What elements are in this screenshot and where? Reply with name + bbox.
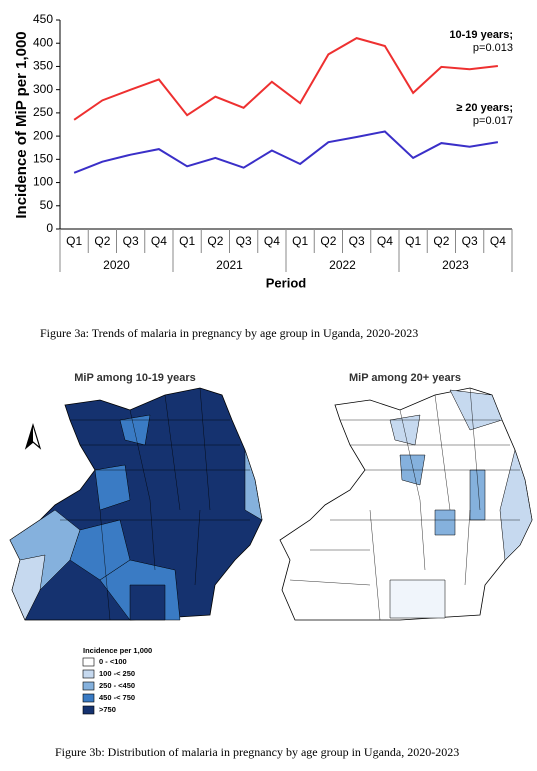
legend-swatch <box>82 693 95 703</box>
x-tick-label: Q1 <box>292 234 308 248</box>
y-axis-label: Incidence of MiP per 1,000 <box>13 31 30 218</box>
series-line <box>73 130 499 174</box>
x-tick-label: Q1 <box>179 234 195 248</box>
y-tick-label: 350 <box>33 59 53 73</box>
legend-swatch <box>82 681 95 691</box>
legend-label: 450 -< 750 <box>99 693 135 702</box>
x-axis-label: Period <box>266 275 307 290</box>
x-tick-label: Q3 <box>123 234 139 248</box>
caption: Figure 3a: Trends of malaria in pregnanc… <box>40 326 419 340</box>
legend-label: 100 -< 250 <box>99 669 135 678</box>
annotation: 10-19 years; p=0.013 <box>443 29 513 55</box>
legend-swatch <box>82 657 95 667</box>
series-label: ≥ 20 years; <box>456 102 513 114</box>
y-tick-label: 0 <box>46 221 53 235</box>
series-label: 10-19 years; <box>449 29 513 41</box>
caption: Figure 3b: Distribution of malaria in pr… <box>55 745 460 759</box>
maps: MiP among 10-19 years MiP among 20+ year… <box>9 372 533 715</box>
y-tick-label: 400 <box>33 35 53 49</box>
y-tick-label: 200 <box>33 128 53 142</box>
annotation: ≥ 20 years; p=0.017 <box>423 102 513 128</box>
x-tick-label: Q2 <box>320 234 336 248</box>
x-tick-label: Q2 <box>94 234 110 248</box>
legend-label: 250 - <450 <box>99 681 135 690</box>
x-group-label: 2023 <box>442 258 469 272</box>
legend-label: >750 <box>99 705 116 714</box>
x-tick-label: Q1 <box>66 234 82 248</box>
x-tick-label: Q4 <box>264 234 280 248</box>
x-tick-label: Q2 <box>207 234 223 248</box>
map-legend: Incidence per 1,000 0 - <100 100 -< 250 25… <box>82 646 152 715</box>
y-tick-label: 250 <box>33 105 53 119</box>
series-line <box>73 37 498 121</box>
y-tick-label: 450 <box>33 12 53 26</box>
y-tick-label: 100 <box>33 175 53 189</box>
legend-label: 0 - <100 <box>99 657 127 666</box>
line-chart: Incidence of MiP per 1,000 Period 0 50 100… <box>13 12 513 290</box>
p-value: p=0.017 <box>472 115 513 127</box>
x-tick-label: Q4 <box>490 234 506 248</box>
map-right <box>279 387 533 621</box>
y-tick-label: 50 <box>40 198 54 212</box>
x-tick-label: Q3 <box>236 234 252 248</box>
map-title: MiP among 20+ years <box>349 372 461 384</box>
x-tick-label: Q4 <box>151 234 167 248</box>
x-tick-label: Q2 <box>433 234 449 248</box>
x-tick-label: Q4 <box>377 234 393 248</box>
map-left <box>9 387 263 621</box>
x-group-label: 2020 <box>103 258 130 272</box>
legend-title: Incidence per 1,000 <box>83 646 152 655</box>
x-group-label: 2022 <box>329 258 356 272</box>
x-tick-label: Q3 <box>462 234 478 248</box>
x-group-label: 2021 <box>216 258 243 272</box>
x-tick-label: Q1 <box>405 234 421 248</box>
y-tick-label: 150 <box>33 152 53 166</box>
legend-swatch <box>82 705 95 715</box>
north-arrow <box>24 422 42 450</box>
y-tick-label: 300 <box>33 82 53 96</box>
p-value: p=0.013 <box>472 42 513 54</box>
legend-swatch <box>82 669 95 679</box>
map-title: MiP among 10-19 years <box>74 372 195 384</box>
x-tick-label: Q3 <box>349 234 365 248</box>
